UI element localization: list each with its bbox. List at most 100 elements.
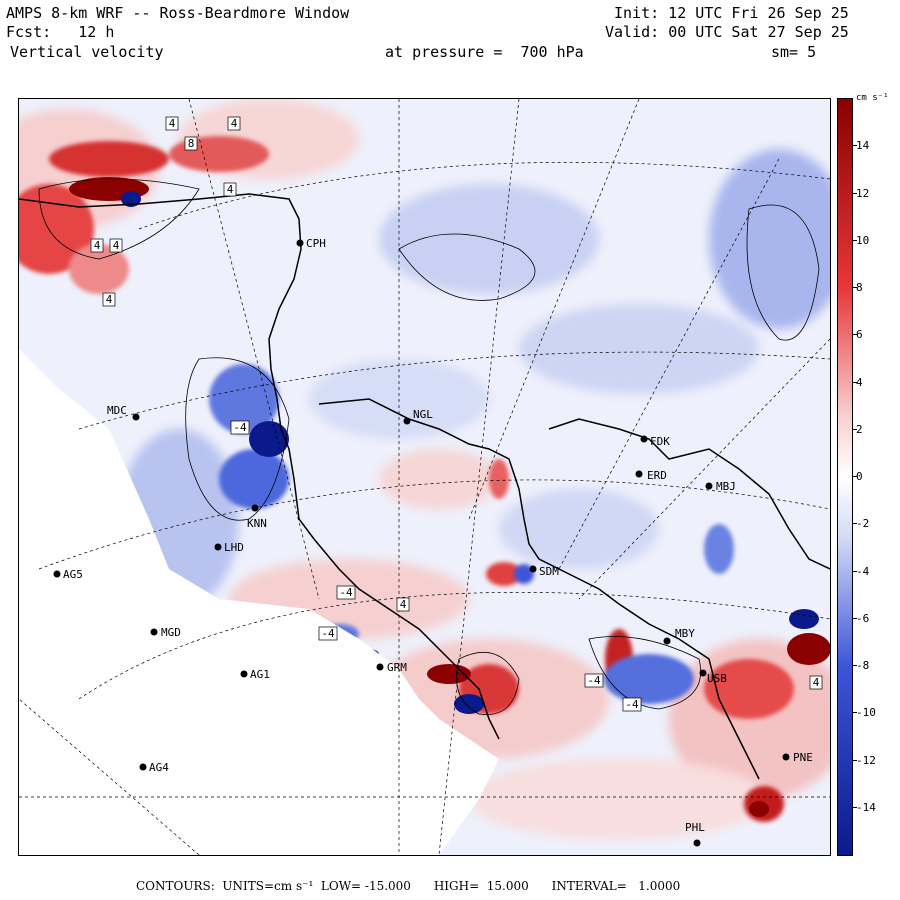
contour-label: -4 xyxy=(625,698,639,711)
station-ag1: AG1 xyxy=(240,668,270,681)
svg-text:AG5: AG5 xyxy=(63,568,83,581)
contour-label: 4 xyxy=(106,293,113,306)
contour-label: 4 xyxy=(231,117,238,130)
svg-text:FDK: FDK xyxy=(650,435,670,448)
contour-lines xyxy=(38,178,820,715)
station-mby: MBY xyxy=(663,627,695,645)
colorbar-tick-label: 10 xyxy=(856,233,870,247)
colorbar-tick xyxy=(852,476,857,477)
colorbar-tick-label: -14 xyxy=(856,800,876,814)
colorbar-tick-label: -6 xyxy=(856,611,870,625)
contour-label: 4 xyxy=(94,239,101,252)
station-usb: USB xyxy=(699,669,727,685)
colorbar-tick-label: -4 xyxy=(856,564,870,578)
contour-high: HIGH= 15.000 xyxy=(433,879,529,893)
contour-label: 4 xyxy=(227,183,234,196)
colorbar-tick xyxy=(852,334,857,336)
variable-name: Vertical velocity xyxy=(10,43,164,61)
svg-text:MGD: MGD xyxy=(161,626,181,639)
colorbar-tick-label: 4 xyxy=(856,375,863,389)
vertical-velocity-map: 4 4 8 4 4 4 4 -4 -4 4 -4 -4 -4 4 CPH MDC… xyxy=(18,98,831,856)
colorbar-tick-label: 8 xyxy=(856,281,863,294)
station-mdc: MDC xyxy=(107,404,140,421)
valid-time: Valid: 00 UTC Sat 27 Sep 25 xyxy=(605,23,849,41)
pressure-level: at pressure = 700 hPa xyxy=(385,43,584,61)
station-grm: GRM xyxy=(376,661,407,674)
colorbar-tick-label: -10 xyxy=(856,706,876,720)
colorbar-tick xyxy=(852,287,857,288)
colorbar-tick xyxy=(852,759,857,761)
colorbar-tick xyxy=(852,428,857,430)
contour-label: -4 xyxy=(321,627,335,640)
svg-text:LHD: LHD xyxy=(224,541,244,554)
contour-label: -4 xyxy=(339,586,353,599)
colorbar-tick xyxy=(852,570,857,572)
contour-label: 4 xyxy=(813,676,820,689)
forecast-hour: Fcst: 12 h xyxy=(6,23,115,41)
smoothing-value: sm= 5 xyxy=(771,43,817,61)
station-fdk: FDK xyxy=(640,435,670,448)
contour-label: 4 xyxy=(113,239,120,252)
colorbar-tick-label: -8 xyxy=(856,659,870,672)
colorbar-tick-label: 12 xyxy=(856,186,870,200)
svg-text:AG4: AG4 xyxy=(149,761,169,774)
colorbar-tick-label: 14 xyxy=(856,139,870,153)
station-knn: KNN xyxy=(247,504,267,530)
colorbar-tick-label: 6 xyxy=(856,328,863,342)
contour-label: -4 xyxy=(587,674,601,687)
contour-info: CONTOURS: UNITS=cm s⁻¹ LOW= -15.000 HIGH… xyxy=(136,879,680,893)
station-erd: ERD xyxy=(635,469,667,482)
colorbar-tick xyxy=(852,806,857,808)
contour-value-labels: 4 4 8 4 4 4 4 -4 -4 4 -4 -4 -4 4 xyxy=(90,116,823,712)
svg-text:SDM: SDM xyxy=(539,565,559,578)
colorbar-tick xyxy=(852,239,857,241)
svg-text:PNE: PNE xyxy=(793,751,813,764)
station-mbj: MBJ xyxy=(705,480,736,493)
svg-text:MBY: MBY xyxy=(675,627,695,640)
colorbar-tick-label: -2 xyxy=(856,517,870,531)
station-ag5: AG5 xyxy=(53,568,83,581)
colorbar-tick-label: -12 xyxy=(856,753,876,767)
contour-label: -4 xyxy=(233,421,247,434)
station-cph: CPH xyxy=(296,237,326,250)
weak-down-areas xyxy=(119,149,830,609)
svg-text:KNN: KNN xyxy=(247,517,267,530)
svg-text:USB: USB xyxy=(707,672,727,685)
colorbar-tick xyxy=(852,617,857,619)
coastline xyxy=(19,193,830,780)
colorbar-unit: cm s⁻¹ xyxy=(856,93,889,103)
station-sdm: SDM xyxy=(529,565,559,578)
colorbar-tick-label: 0 xyxy=(856,470,863,483)
colorbar-tick-label: 2 xyxy=(856,422,863,436)
station-ag4: AG4 xyxy=(139,761,169,774)
colorbar-tick xyxy=(852,145,857,147)
no-data-region xyxy=(19,349,499,855)
station-lhd: LHD xyxy=(214,541,244,554)
svg-text:GRM: GRM xyxy=(387,661,407,674)
updraft-areas xyxy=(19,136,794,822)
contour-units-low: CONTOURS: UNITS=cm s⁻¹ LOW= -15.000 xyxy=(136,879,411,893)
contour-label: 8 xyxy=(188,137,195,150)
contour-label: 4 xyxy=(169,117,176,130)
station-phl: PHL xyxy=(685,821,705,847)
colorbar-tick xyxy=(852,665,857,666)
station-pne: PNE xyxy=(782,751,813,764)
strong-downdraft-cores xyxy=(121,191,819,714)
station-ngl: NGL xyxy=(403,408,433,425)
init-time: Init: 12 UTC Fri 26 Sep 25 xyxy=(614,4,849,22)
svg-text:ERD: ERD xyxy=(647,469,667,482)
station-markers: CPH MDC NGL FDK ERD MBJ KNN LHD AG5 SDM … xyxy=(53,237,813,847)
svg-text:AG1: AG1 xyxy=(250,668,270,681)
svg-text:PHL: PHL xyxy=(685,821,705,834)
svg-text:MBJ: MBJ xyxy=(716,480,736,493)
colorbar-tick xyxy=(852,712,857,714)
map-canvas: 4 4 8 4 4 4 4 -4 -4 4 -4 -4 -4 4 CPH MDC… xyxy=(19,99,830,855)
svg-text:MDC: MDC xyxy=(107,404,127,417)
colorbar-tick xyxy=(852,192,857,194)
contour-interval: INTERVAL= 1.0000 xyxy=(551,879,681,893)
map-title: AMPS 8-km WRF -- Ross-Beardmore Window xyxy=(6,4,350,22)
svg-text:NGL: NGL xyxy=(413,408,433,421)
downdraft-areas xyxy=(209,364,734,704)
station-mgd: MGD xyxy=(150,626,181,639)
contour-label: 4 xyxy=(400,598,407,611)
